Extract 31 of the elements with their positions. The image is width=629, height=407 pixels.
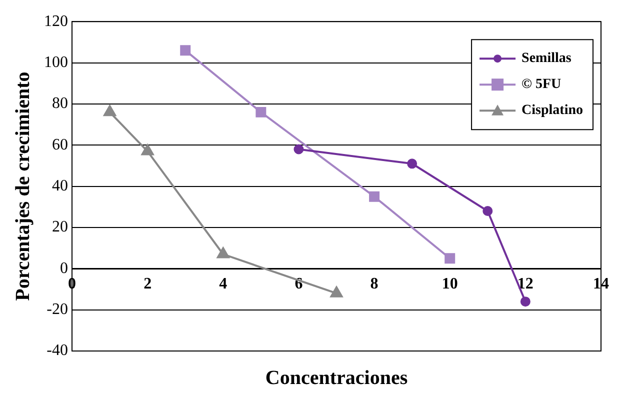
y-tick-label: 20 [52, 218, 68, 236]
y-tick-label: 40 [52, 178, 68, 195]
y-axis-title: Porcentajes de crecimiento [12, 72, 34, 301]
point [520, 296, 530, 307]
legend-label: Semillas [522, 51, 572, 66]
x-axis-title: Concentraciones [265, 367, 408, 390]
point [104, 105, 116, 116]
legend-label: Cisplatino [522, 103, 584, 118]
point [482, 206, 493, 216]
x-tick-label: 12 [517, 275, 534, 292]
y-tick-label: 0 [60, 260, 68, 277]
point [216, 247, 230, 258]
x-tick-label: 8 [370, 275, 378, 292]
y-tick-label: 100 [44, 54, 68, 71]
x-tick-label: 4 [219, 275, 228, 292]
point [180, 45, 191, 56]
point [369, 191, 380, 202]
point [141, 144, 154, 156]
point [444, 253, 456, 264]
y-tick-label: 80 [52, 95, 68, 112]
y-tick-label: 120 [44, 12, 68, 30]
point [294, 144, 304, 154]
y-tick-label: -20 [46, 301, 68, 318]
legend-label: © 5FU [522, 77, 562, 92]
point [407, 158, 418, 169]
y-tick-label: 60 [52, 136, 68, 154]
point [330, 286, 343, 298]
y-tick-label: -40 [46, 342, 68, 360]
x-tick-label: 2 [144, 275, 152, 292]
x-tick-label: 10 [442, 275, 458, 292]
point [256, 106, 266, 118]
